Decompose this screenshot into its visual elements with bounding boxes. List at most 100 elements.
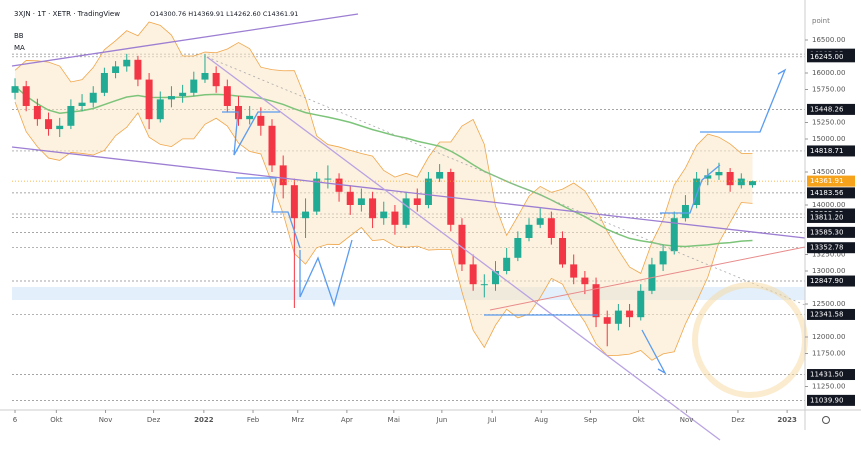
candle-body — [503, 257, 511, 271]
candle-body — [67, 105, 75, 126]
candle-body — [480, 284, 488, 286]
y-tick-label: 13000.00 — [812, 267, 845, 275]
candle-body — [424, 178, 432, 205]
y-tick-label: 14500.00 — [812, 168, 845, 176]
x-tick-label: Nov — [680, 416, 694, 424]
settings-icon[interactable] — [822, 416, 830, 424]
price-level-label: 14818.71 — [810, 147, 843, 155]
price-level-box — [807, 308, 855, 320]
ohlc-legend: O14300.76 H14369.91 L14262.60 C14361.91 — [150, 10, 298, 18]
y-tick-label: 12500.00 — [812, 300, 845, 308]
trendline — [206, 56, 721, 441]
candle-body — [89, 92, 97, 103]
price-level-box — [807, 369, 855, 381]
candle-body — [659, 251, 667, 265]
candle-body — [156, 99, 164, 120]
price-level-label: 13811.20 — [810, 213, 843, 221]
candle-body — [357, 198, 365, 205]
x-tick-label: Feb — [247, 416, 260, 424]
y-tick-label: 11250.00 — [812, 383, 845, 391]
x-tick-label: Sep — [584, 416, 598, 424]
drawing-arrow — [222, 111, 280, 156]
candle-body — [581, 277, 589, 285]
candle-body — [290, 185, 298, 219]
candle-body — [201, 72, 209, 80]
price-level-box — [807, 187, 855, 199]
drawing-arrow — [299, 239, 353, 308]
candle-body — [525, 224, 533, 238]
candle-body — [380, 211, 388, 219]
x-tick-label: 2022 — [194, 416, 214, 424]
candle-body — [100, 72, 108, 93]
candle-body — [458, 224, 466, 265]
candle-body — [704, 175, 712, 179]
candle-body — [726, 171, 734, 186]
price-level-box — [807, 242, 855, 254]
price-level-box — [807, 275, 855, 287]
price-level-box — [807, 51, 855, 63]
candle-body — [179, 92, 187, 97]
price-level-label: 13352.78 — [810, 244, 843, 252]
price-level-label: 14183.56 — [810, 189, 844, 197]
candle-body — [369, 198, 377, 219]
candle-body — [748, 181, 756, 186]
trendline — [11, 13, 359, 67]
price-level-label: 11039.90 — [810, 396, 843, 404]
price-level-box — [807, 226, 855, 238]
y-tick-label: 15750.00 — [812, 85, 845, 93]
candle-body — [737, 178, 745, 186]
drawings — [11, 13, 808, 441]
candle-body — [603, 317, 611, 324]
x-tick-label: Okt — [50, 416, 63, 424]
candle-body — [469, 264, 477, 285]
candle-body — [56, 125, 64, 130]
candle-body — [223, 86, 231, 106]
drawing-arrow — [641, 329, 667, 375]
candle-body — [279, 165, 287, 186]
candle-body — [614, 310, 622, 324]
candle-body — [167, 96, 175, 100]
indicator-label: MA — [14, 44, 25, 52]
x-tick-label: Aug — [534, 416, 548, 424]
x-tick-label: 6 — [13, 416, 18, 424]
candle-body — [413, 198, 421, 205]
price-level-box — [807, 145, 855, 157]
candle-body — [268, 125, 276, 166]
x-tick-label: Jun — [435, 416, 447, 424]
candle-body — [681, 204, 689, 219]
price-level-label: 12341.58 — [810, 310, 843, 318]
candle-body — [246, 115, 254, 120]
candle-body — [637, 290, 645, 318]
candle-body — [313, 178, 321, 212]
price-level-label: 16245.00 — [810, 53, 843, 61]
y-tick-label: 12000.00 — [812, 333, 845, 341]
price-level-label: 13585.30 — [810, 228, 843, 236]
candle-body — [324, 178, 332, 180]
candle-body — [626, 310, 634, 318]
x-tick-label: Dez — [731, 416, 745, 424]
candle-body — [592, 284, 600, 318]
price-level-box — [807, 103, 855, 115]
candle-body — [402, 198, 410, 225]
candle-body — [514, 237, 522, 258]
candle-body — [78, 102, 86, 106]
axis-unit: point — [812, 17, 830, 25]
x-tick-label: Dez — [147, 416, 161, 424]
candle-body — [212, 72, 220, 87]
candle-body — [335, 178, 343, 192]
bollinger-upper — [14, 21, 753, 274]
price-level-label: 12847.90 — [810, 277, 843, 285]
candle-body — [447, 171, 455, 225]
last-price-box — [807, 175, 855, 187]
candle-body — [33, 105, 41, 120]
y-tick-label: 13250.00 — [812, 250, 845, 258]
candle-body — [190, 79, 198, 93]
x-tick-label: 2023 — [777, 416, 797, 424]
y-tick-label: 16500.00 — [812, 36, 845, 44]
candle-body — [302, 211, 310, 219]
candle-body — [670, 218, 678, 252]
drawing-arrow — [660, 164, 721, 214]
trendline — [489, 246, 806, 311]
